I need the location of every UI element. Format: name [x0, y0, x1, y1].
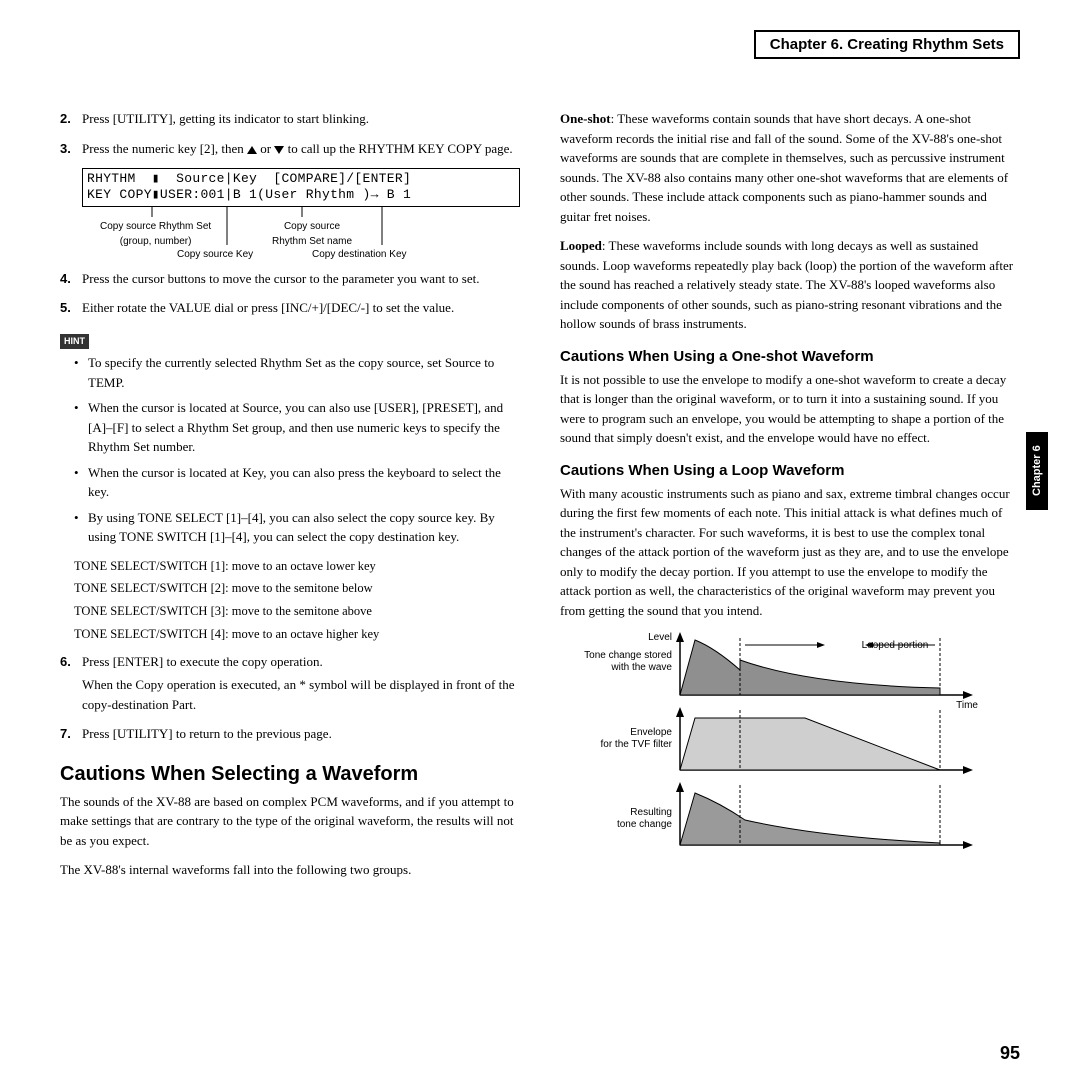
up-arrow-icon — [247, 146, 257, 154]
step-4: 4. Press the cursor buttons to move the … — [60, 269, 520, 289]
body-para: The XV-88's internal waveforms fall into… — [60, 860, 520, 880]
page-number: 95 — [1000, 1043, 1020, 1064]
hint-text: By using TONE SELECT [1]–[4], you can al… — [88, 508, 520, 547]
diagram-label: with the wave — [610, 662, 672, 673]
lcd-display: RHYTHM ▮ Source|Key [COMPARE]/[ENTER] KE… — [82, 168, 520, 207]
bold-lead: One-shot — [560, 111, 611, 126]
step-text: Press the numeric key [2], then or to ca… — [82, 139, 520, 159]
diagram-label: Tone change stored — [584, 650, 672, 661]
heading-loop-cautions: Cautions When Using a Loop Waveform — [560, 462, 1020, 480]
step-3: 3. Press the numeric key [2], then or to… — [60, 139, 520, 159]
hint-item: •When the cursor is located at Key, you … — [74, 463, 520, 502]
tone-select-note: TONE SELECT/SWITCH [2]: move to the semi… — [74, 579, 520, 598]
step-number: 6. — [60, 652, 82, 715]
text-line: When the Copy operation is executed, an … — [82, 675, 520, 714]
step-number: 2. — [60, 109, 82, 129]
chapter-header: Chapter 6. Creating Rhythm Sets — [754, 30, 1020, 59]
step-text: Press [UTILITY] to return to the previou… — [82, 724, 520, 744]
diagram-label: Resulting — [630, 807, 672, 818]
text-run: or — [257, 141, 274, 156]
body-para: With many acoustic instruments such as p… — [560, 484, 1020, 621]
heading-cautions-selecting: Cautions When Selecting a Waveform — [60, 762, 520, 786]
step-6: 6. Press [ENTER] to execute the copy ope… — [60, 652, 520, 715]
lcd-label: Copy source Key — [177, 247, 253, 262]
step-text: Press [ENTER] to execute the copy operat… — [82, 652, 520, 715]
tone-select-note: TONE SELECT/SWITCH [4]: move to an octav… — [74, 625, 520, 644]
lcd-line: RHYTHM ▮ Source|Key [COMPARE]/[ENTER] — [87, 171, 411, 186]
text-run: : These waveforms include sounds with lo… — [560, 238, 1013, 331]
step-number: 4. — [60, 269, 82, 289]
left-column: 2. Press [UTILITY], getting its indicato… — [60, 109, 520, 890]
text-run: Press the numeric key [2], then — [82, 141, 247, 156]
axis-label: Time — [956, 700, 978, 711]
step-2: 2. Press [UTILITY], getting its indicato… — [60, 109, 520, 129]
lcd-line: KEY COPY▮USER:001|B 1(User Rhythm )→ B 1 — [87, 187, 411, 202]
step-text: Either rotate the VALUE dial or press [I… — [82, 298, 520, 318]
axis-label: Level — [648, 632, 672, 643]
heading-oneshot-cautions: Cautions When Using a One-shot Waveform — [560, 348, 1020, 366]
body-para: Looped: These waveforms include sounds w… — [560, 236, 1020, 334]
lcd-label: Copy destination Key — [312, 247, 407, 262]
hint-item: •By using TONE SELECT [1]–[4], you can a… — [74, 508, 520, 547]
hint-text: To specify the currently selected Rhythm… — [88, 353, 520, 392]
body-para: It is not possible to use the envelope t… — [560, 370, 1020, 448]
diagram-label: Envelope — [630, 727, 672, 738]
lcd-label: Copy source Rhythm Set(group, number) — [100, 219, 211, 249]
lcd-label: Copy sourceRhythm Set name — [272, 219, 352, 249]
hint-item: •To specify the currently selected Rhyth… — [74, 353, 520, 392]
side-tab: Chapter 6 — [1026, 432, 1048, 510]
body-para: The sounds of the XV-88 are based on com… — [60, 792, 520, 851]
step-text: Press [UTILITY], getting its indicator t… — [82, 109, 520, 129]
tone-select-note: TONE SELECT/SWITCH [3]: move to the semi… — [74, 602, 520, 621]
hint-badge: HINT — [60, 334, 89, 350]
hint-text: When the cursor is located at Source, yo… — [88, 398, 520, 457]
right-column: One-shot: These waveforms contain sounds… — [560, 109, 1020, 890]
hint-text: When the cursor is located at Key, you c… — [88, 463, 520, 502]
step-7: 7. Press [UTILITY] to return to the prev… — [60, 724, 520, 744]
step-number: 3. — [60, 139, 82, 159]
step-text: Press the cursor buttons to move the cur… — [82, 269, 520, 289]
envelope-diagram: Level Tone change stored with the wave L… — [560, 630, 1020, 861]
lcd-labels: Copy source Rhythm Set(group, number) Co… — [82, 211, 520, 261]
step-5: 5. Either rotate the VALUE dial or press… — [60, 298, 520, 318]
hint-item: •When the cursor is located at Source, y… — [74, 398, 520, 457]
step-number: 5. — [60, 298, 82, 318]
diagram-label: tone change — [617, 819, 672, 830]
diagram-label: Looped portion — [862, 640, 929, 651]
body-para: One-shot: These waveforms contain sounds… — [560, 109, 1020, 226]
diagram-label: for the TVF filter — [600, 739, 672, 750]
tone-select-note: TONE SELECT/SWITCH [1]: move to an octav… — [74, 557, 520, 576]
down-arrow-icon — [274, 146, 284, 154]
text-run: to call up the RHYTHM KEY COPY page. — [284, 141, 512, 156]
text-run: : These waveforms contain sounds that ha… — [560, 111, 1008, 224]
bold-lead: Looped — [560, 238, 602, 253]
text-line: Press [ENTER] to execute the copy operat… — [82, 652, 520, 672]
step-number: 7. — [60, 724, 82, 744]
